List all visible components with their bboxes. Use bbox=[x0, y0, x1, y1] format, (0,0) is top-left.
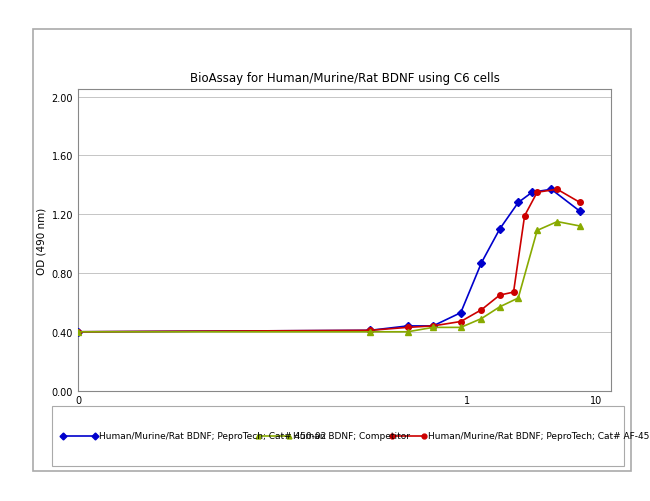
Human/Murine/Rat BDNF; PeproTech; Cat# 450-02 bbox=[367, 328, 374, 334]
Line: Human/Murine/Rat BDNF; PeproTech; Cat# AF-450-02: Human/Murine/Rat BDNF; PeproTech; Cat# A… bbox=[75, 187, 583, 335]
Human BDNF; Competitor bbox=[496, 304, 504, 310]
X-axis label: hmr-BDNF (ug/ml) [log scale]: hmr-BDNF (ug/ml) [log scale] bbox=[268, 411, 421, 421]
Human/Murine/Rat BDNF; PeproTech; Cat# AF-450-02 bbox=[457, 319, 465, 325]
Human/Murine/Rat BDNF; PeproTech; Cat# 450-02 bbox=[528, 190, 536, 196]
Human/Murine/Rat BDNF; PeproTech; Cat# AF-450-02 bbox=[404, 325, 411, 331]
Line: Human BDNF; Competitor: Human BDNF; Competitor bbox=[75, 219, 583, 335]
Human BDNF; Competitor bbox=[514, 296, 522, 302]
Human/Murine/Rat BDNF; PeproTech; Cat# 450-02 bbox=[496, 226, 504, 232]
Human/Murine/Rat BDNF; PeproTech; Cat# AF-450-02 bbox=[553, 187, 561, 193]
Y-axis label: OD (490 nm): OD (490 nm) bbox=[36, 207, 46, 274]
Human/Murine/Rat BDNF; PeproTech; Cat# AF-450-02 bbox=[533, 190, 541, 196]
Human BDNF; Competitor bbox=[478, 316, 486, 322]
Text: Human/Murine/Rat BDNF; PeproTech; Cat# 450-02: Human/Murine/Rat BDNF; PeproTech; Cat# 4… bbox=[99, 431, 326, 440]
Human/Murine/Rat BDNF; PeproTech; Cat# AF-450-02 bbox=[429, 323, 437, 329]
Human/Murine/Rat BDNF; PeproTech; Cat# AF-450-02 bbox=[510, 290, 517, 296]
Human/Murine/Rat BDNF; PeproTech; Cat# 450-02 bbox=[576, 209, 584, 215]
Human/Murine/Rat BDNF; PeproTech; Cat# 450-02 bbox=[514, 200, 522, 206]
Human BDNF; Competitor bbox=[429, 325, 437, 331]
FancyBboxPatch shape bbox=[52, 406, 624, 466]
Human/Murine/Rat BDNF; PeproTech; Cat# AF-450-02 bbox=[74, 329, 82, 335]
Human/Murine/Rat BDNF; PeproTech; Cat# AF-450-02 bbox=[496, 293, 504, 299]
Human/Murine/Rat BDNF; PeproTech; Cat# 450-02 bbox=[478, 260, 486, 266]
Human/Murine/Rat BDNF; PeproTech; Cat# AF-450-02 bbox=[521, 213, 528, 219]
Human/Murine/Rat BDNF; PeproTech; Cat# AF-450-02 bbox=[367, 328, 374, 334]
Human BDNF; Competitor bbox=[457, 325, 465, 331]
Human BDNF; Competitor bbox=[367, 329, 374, 335]
Human/Murine/Rat BDNF; PeproTech; Cat# 450-02 bbox=[404, 323, 411, 329]
Line: Human/Murine/Rat BDNF; PeproTech; Cat# 450-02: Human/Murine/Rat BDNF; PeproTech; Cat# 4… bbox=[75, 187, 583, 335]
Human/Murine/Rat BDNF; PeproTech; Cat# 450-02 bbox=[74, 329, 82, 335]
Title: BioAssay for Human/Murine/Rat BDNF using C6 cells: BioAssay for Human/Murine/Rat BDNF using… bbox=[190, 72, 499, 85]
Text: Human BDNF; Competitor: Human BDNF; Competitor bbox=[293, 431, 410, 440]
Human BDNF; Competitor bbox=[404, 329, 411, 335]
Text: Human/Murine/Rat BDNF; PeproTech; Cat# AF-450-02: Human/Murine/Rat BDNF; PeproTech; Cat# A… bbox=[428, 431, 650, 440]
Human/Murine/Rat BDNF; PeproTech; Cat# 450-02 bbox=[457, 310, 465, 316]
Human/Murine/Rat BDNF; PeproTech; Cat# AF-450-02 bbox=[478, 307, 486, 313]
Human BDNF; Competitor bbox=[576, 223, 584, 229]
Human/Murine/Rat BDNF; PeproTech; Cat# 450-02 bbox=[429, 323, 437, 329]
Human BDNF; Competitor bbox=[533, 228, 541, 234]
Human BDNF; Competitor bbox=[74, 329, 82, 335]
Human/Murine/Rat BDNF; PeproTech; Cat# AF-450-02 bbox=[576, 200, 584, 206]
Human BDNF; Competitor bbox=[553, 219, 561, 225]
Human/Murine/Rat BDNF; PeproTech; Cat# 450-02 bbox=[547, 187, 555, 193]
